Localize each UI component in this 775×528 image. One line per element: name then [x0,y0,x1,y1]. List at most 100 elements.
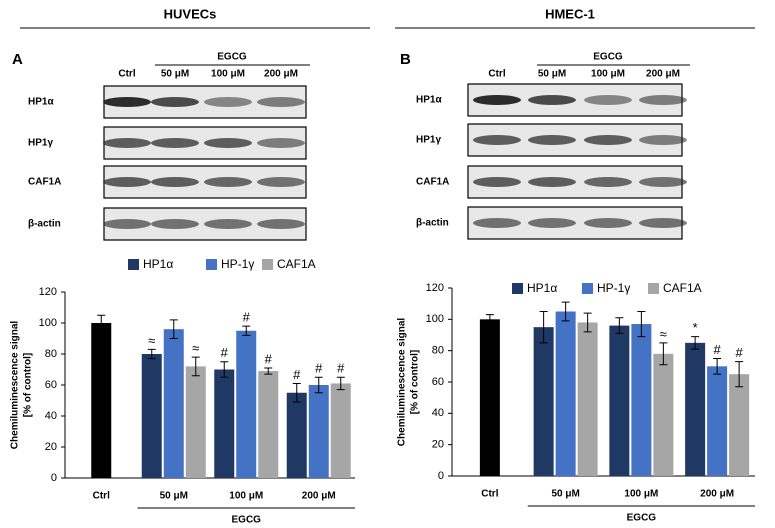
row-label: β-actin [416,218,449,229]
blot-band [257,97,305,107]
lane-label: 50 μM [161,69,189,80]
bar [577,322,598,476]
row-label: CAF1A [28,177,61,188]
bar [214,369,235,478]
error-bar [264,367,273,375]
blot-band [473,135,521,145]
panel-title: HMEC-1 [545,6,595,21]
bar [258,371,279,478]
legend-swatch [512,283,523,294]
bar [185,366,206,478]
error-bar [615,317,624,334]
bar [533,327,554,476]
blot-band [204,138,252,148]
blot-band [639,177,687,187]
blot-band [257,219,305,229]
bar [286,392,307,478]
y-axis-label: [% of control] [410,350,421,414]
error-bar [336,376,345,391]
x-tick-label: 50 μM [551,489,579,500]
row-label: β-actin [28,219,61,230]
y-tick-label: 120 [39,286,57,298]
lane-label: 200 μM [646,69,680,80]
blot-band [639,95,687,105]
error-bar [637,311,646,338]
annotation: ≈ [148,333,155,348]
error-bar [485,314,494,325]
bar [707,366,728,476]
annotation: ≈ [660,326,667,341]
error-bar [220,361,229,378]
bar [685,342,706,476]
legend-label: HP1α [527,281,557,295]
annotation: # [337,361,345,376]
legend-swatch [262,259,273,270]
y-tick-label: 80 [45,348,57,360]
legend-swatch [582,283,593,294]
bar [141,354,162,478]
annotation: # [736,345,744,360]
y-tick-label: 60 [45,379,57,391]
blot-band [151,219,199,229]
blot-band [257,138,305,148]
bar [308,385,329,478]
lane-label: 100 μM [211,69,245,80]
panel-letter: B [400,51,411,68]
blot-band [528,95,576,105]
x-tick-label: 100 μM [229,491,263,502]
annotation: # [265,351,273,366]
blot-band [257,177,305,187]
error-bar [97,314,106,332]
error-bar [539,311,548,344]
blot-band [528,177,576,187]
bar [729,374,750,476]
y-tick-label: 100 [39,317,57,329]
error-bar [713,358,722,375]
bar [609,325,630,476]
panel-letter: A [12,51,23,68]
blot-band [584,177,632,187]
blot-band [103,97,151,107]
treatment-label: EGCG [593,52,623,63]
bar [479,319,500,476]
error-bar [583,312,592,333]
annotation: # [243,310,251,325]
panel-title: HUVECs [164,6,217,21]
y-tick-label: 80 [432,345,444,357]
y-tick-label: 40 [432,407,444,419]
legend-label: HP1α [143,257,173,271]
legend-label: CAF1A [663,281,702,295]
treatment-label: EGCG [217,52,247,63]
legend-swatch [128,259,139,270]
y-tick-label: 60 [432,376,444,388]
error-bar [169,319,178,339]
legend-swatch [648,283,659,294]
error-bar [191,356,200,377]
row-label: HP1α [28,97,54,108]
y-tick-label: 20 [45,441,57,453]
annotation: * [693,320,698,335]
blot-band [639,218,687,228]
x-tick-label: Ctrl [481,489,498,500]
blot-band [584,218,632,228]
y-axis-label: [% of control] [23,353,34,417]
lane-label: 50 μM [538,69,566,80]
legend-label: HP-1γ [597,281,630,295]
x-tick-label: 200 μM [700,489,734,500]
error-bar [147,348,156,360]
bar [236,330,257,478]
lane-label: 200 μM [264,69,298,80]
row-label: HP1γ [28,138,53,149]
error-bar [659,342,668,366]
row-label: HP1γ [416,135,441,146]
y-tick-label: 0 [51,472,57,484]
error-bar [561,301,570,322]
y-tick-label: 40 [45,410,57,422]
error-bar [292,382,301,403]
bar [555,311,576,476]
legend-label: HP-1γ [221,257,254,271]
y-axis-label: Chemiluminescence signal [10,321,21,450]
x-tick-label: Ctrl [93,491,110,502]
blot-band [151,138,199,148]
group-label: EGCG [232,515,262,526]
